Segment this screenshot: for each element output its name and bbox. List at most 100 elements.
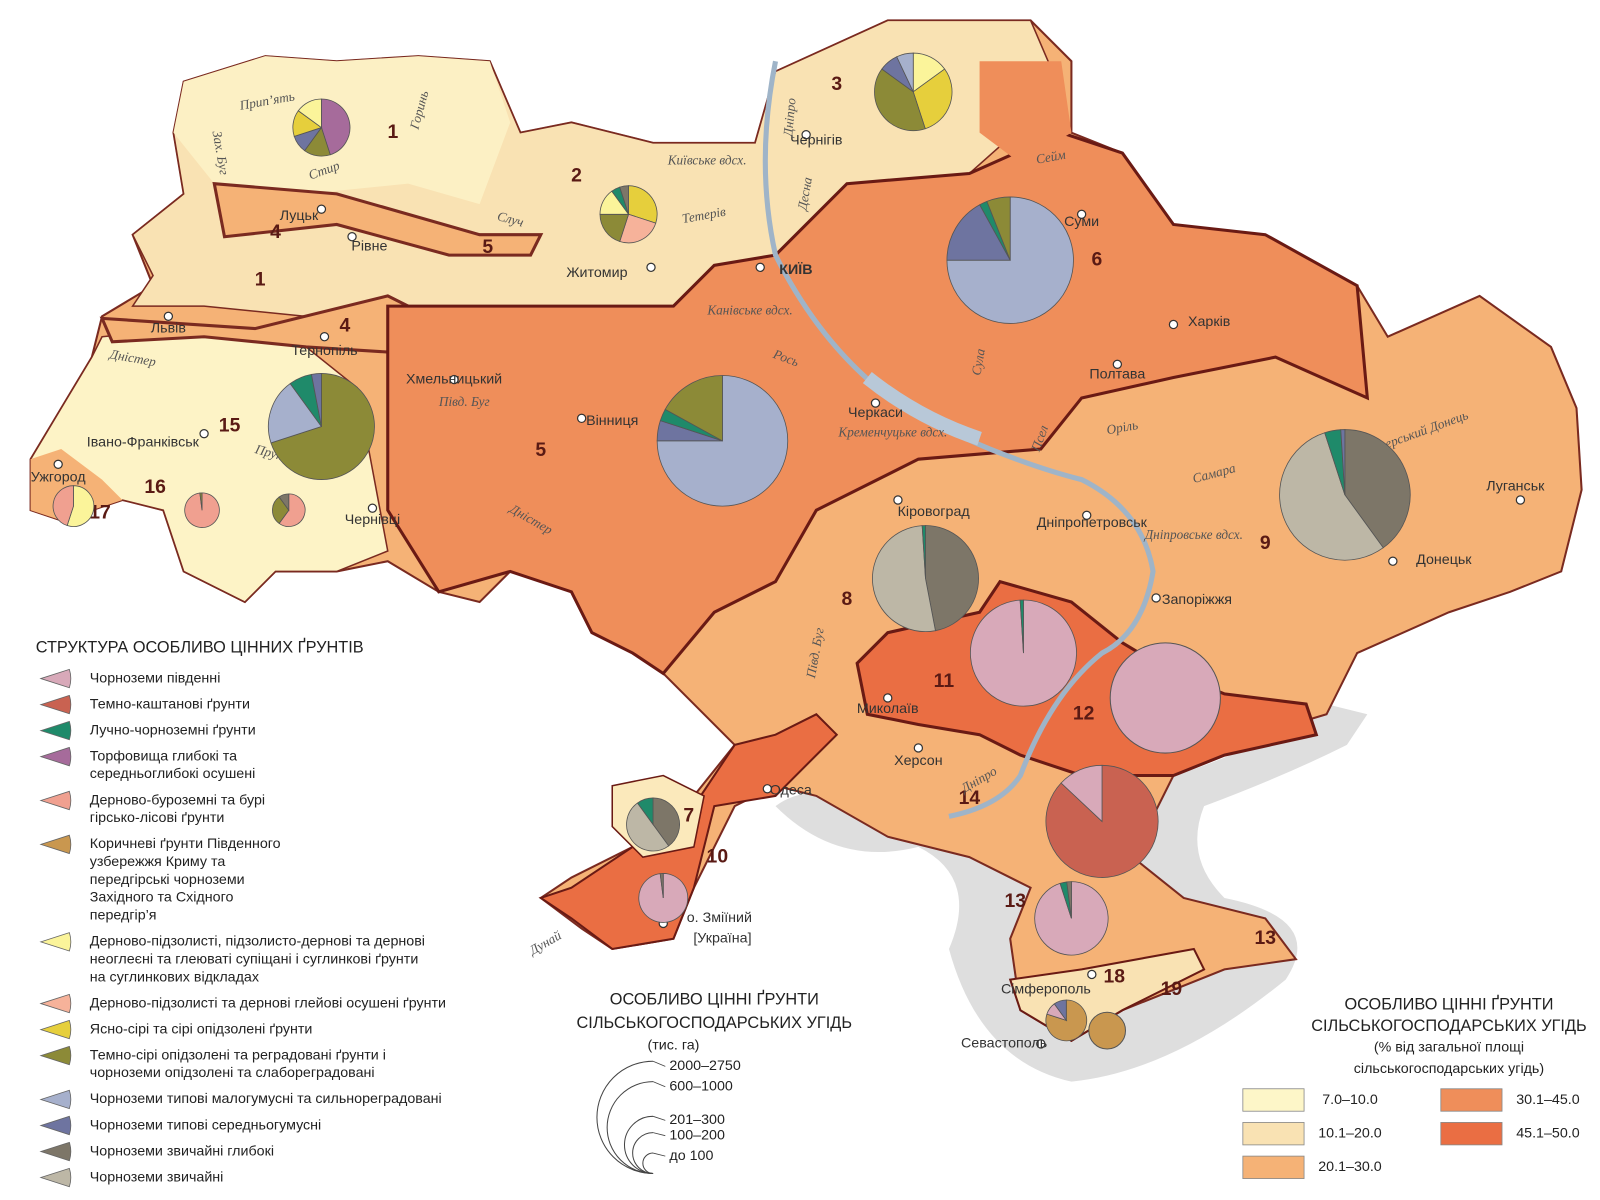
zone-6-north xyxy=(979,61,1072,164)
region-number: 3 xyxy=(831,73,842,95)
legend-label: чорноземи опідзолені та слабореградовані xyxy=(90,1065,375,1081)
pie-slice xyxy=(626,802,670,852)
city-label: КИЇВ xyxy=(779,261,812,278)
region-number: 13 xyxy=(1255,927,1277,949)
city-dot xyxy=(870,398,881,408)
legend-swatch xyxy=(39,993,72,1014)
pie-slice xyxy=(1109,642,1221,754)
city-dot xyxy=(1082,510,1092,520)
size-legend-label: до 100 xyxy=(669,1148,713,1164)
city-dot xyxy=(1168,319,1179,330)
city-dot xyxy=(1036,1039,1046,1049)
city-label: [Україна] xyxy=(693,931,751,947)
city-label: Тернопіль xyxy=(291,343,357,359)
river-label: Случ xyxy=(496,208,526,229)
legend-label: Темно-сірі опідзолені та реградовані ґру… xyxy=(90,1047,386,1063)
zone-4-strip xyxy=(212,181,544,257)
city-dot xyxy=(646,262,656,273)
city-dot xyxy=(1076,209,1087,219)
region-number: 5 xyxy=(482,236,493,258)
city-label: Херсон xyxy=(894,753,943,769)
city-dot xyxy=(316,204,327,214)
city-label: Запоріжжя xyxy=(1162,592,1232,608)
city-label: Луцьк xyxy=(280,208,319,224)
city-dot xyxy=(1087,969,1097,980)
size-legend-arc xyxy=(606,1081,654,1174)
region-number: 10 xyxy=(707,845,729,867)
legend-label: Коричневі ґрунти Південного xyxy=(90,836,281,852)
pie-slice xyxy=(270,373,375,480)
legend-label: Західного та Східного xyxy=(90,890,234,906)
city-label: о. Зміїний xyxy=(687,910,752,926)
region-number: 1 xyxy=(255,269,266,291)
city-label: Миколаїв xyxy=(857,701,919,717)
size-legend-leader xyxy=(652,1132,666,1137)
pie-slice xyxy=(52,485,74,527)
pie-slice xyxy=(272,496,290,524)
share-legend-swatch xyxy=(1242,1122,1305,1146)
legend-label: гірсько-лісові ґрунти xyxy=(90,810,225,826)
city-dot xyxy=(576,413,587,424)
legend-label: Чорноземи типові середньогумусні xyxy=(90,1117,321,1133)
city-label: Чернігів xyxy=(790,133,842,149)
legend-label: передгірські чорноземи xyxy=(90,872,245,888)
region-number: 11 xyxy=(934,670,955,692)
river-label: Кременчуцьке вдсх. xyxy=(837,425,947,440)
pie-slice xyxy=(912,68,953,130)
river-label: Півд. Буг xyxy=(438,394,490,409)
city-label: Сімферополь xyxy=(1001,982,1091,998)
share-legend-title: сільськогосподарських угідь) xyxy=(1354,1061,1544,1077)
region-number: 7 xyxy=(683,804,694,826)
pie-slice xyxy=(664,375,723,442)
region-number: 4 xyxy=(340,315,351,337)
pie-slice xyxy=(896,52,914,93)
size-legend-label: 201–300 xyxy=(669,1112,725,1128)
city-dot xyxy=(883,693,893,703)
river-label: Дніпро xyxy=(780,97,799,139)
legend-label: Дерново-підзолисті, підзолисто-дернові т… xyxy=(90,934,425,950)
pie-slice xyxy=(628,185,658,224)
city-dot xyxy=(163,311,174,322)
size-legend-label: 2000–2750 xyxy=(669,1058,740,1074)
legend-label: Чорноземи звичайні глибокі xyxy=(90,1143,274,1159)
pie-slice xyxy=(652,797,680,847)
share-legend-swatch xyxy=(1242,1155,1305,1179)
legend-swatch xyxy=(39,1141,72,1162)
share-legend-label: 7.0–10.0 xyxy=(1322,1092,1378,1108)
region-number: 12 xyxy=(1073,702,1095,724)
river-label: Десна xyxy=(794,176,815,214)
city-dot xyxy=(1515,495,1526,505)
city-dot xyxy=(449,374,459,385)
river-label: Сула xyxy=(968,347,988,376)
city-dot xyxy=(53,459,63,469)
city-label: Хмельницький xyxy=(406,371,502,387)
legend-label: Чорноземи південні xyxy=(90,670,221,686)
river-label: Дунай xyxy=(525,927,564,958)
legend-label: Торфовища глибокі та xyxy=(90,748,237,764)
city-dot xyxy=(755,262,765,273)
legend-swatch xyxy=(39,694,72,715)
share-legend-title: СІЛЬСЬКОГОСПОДАРСЬКИХ УГІДЬ xyxy=(1311,1017,1587,1035)
legend-label: середньоглибокі осушені xyxy=(90,766,255,782)
size-legend-label: 100–200 xyxy=(669,1127,725,1143)
legend-swatch xyxy=(39,1167,72,1188)
map-root: 1123445567891011121313141516171819ЛуцькР… xyxy=(29,19,1587,1188)
city-label: Суми xyxy=(1064,214,1099,230)
river-label: Сейм xyxy=(1035,147,1068,167)
size-legend-arc xyxy=(642,1152,654,1174)
pie-slice xyxy=(659,873,664,899)
share-legend-label: 30.1–45.0 xyxy=(1516,1092,1580,1108)
pie-slice xyxy=(1344,429,1411,549)
pie-slice xyxy=(1019,599,1024,654)
city-label: Одеса xyxy=(770,783,812,799)
city-label: Донецьк xyxy=(1416,552,1472,568)
pie-slice xyxy=(199,492,203,511)
size-legend-leader xyxy=(652,1060,666,1067)
region-number: 4 xyxy=(270,221,281,243)
city-dot xyxy=(367,503,378,513)
city-dot xyxy=(1151,593,1161,603)
size-legend-arc xyxy=(596,1060,654,1174)
city-dot xyxy=(199,428,209,439)
region-number: 8 xyxy=(842,588,853,610)
